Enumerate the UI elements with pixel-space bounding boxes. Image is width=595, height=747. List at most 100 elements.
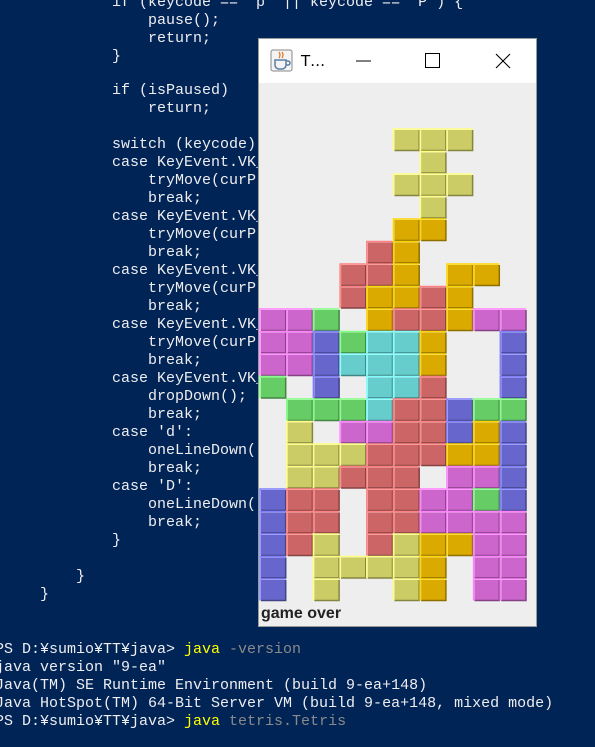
block-shadow — [314, 467, 340, 489]
block — [394, 580, 420, 601]
block-shadow — [474, 535, 501, 557]
block-shadow — [394, 175, 420, 197]
block-highlight — [366, 465, 393, 488]
close-button[interactable] — [495, 53, 511, 69]
code-line: tryMove(curP — [4, 280, 257, 297]
block-shadow — [367, 535, 394, 557]
code-line: break; — [4, 298, 203, 315]
block-highlight — [392, 533, 420, 556]
code-line: break; — [4, 406, 203, 423]
block-highlight — [392, 398, 420, 421]
block-highlight — [312, 578, 340, 601]
code-line: switch (keycode) — [4, 136, 257, 153]
block-shadow — [261, 580, 287, 602]
block — [367, 557, 393, 578]
block-highlight — [285, 398, 313, 421]
block-highlight — [472, 533, 500, 556]
block — [394, 175, 420, 196]
block — [394, 557, 420, 578]
block-highlight — [419, 150, 446, 173]
code-line: tryMove(curP — [4, 172, 257, 189]
block — [287, 512, 313, 533]
block-shadow — [367, 242, 394, 264]
block — [341, 557, 366, 578]
block-highlight — [392, 353, 420, 376]
block — [474, 445, 500, 466]
block-highlight — [472, 555, 500, 578]
block-shadow — [447, 445, 474, 467]
block-highlight — [499, 578, 526, 601]
block-shadow — [367, 467, 394, 489]
block — [501, 310, 526, 331]
block-highlight — [392, 488, 420, 511]
block-shadow — [501, 580, 527, 602]
command: java — [184, 713, 221, 730]
block-shadow — [447, 490, 474, 512]
block-shadow — [501, 332, 527, 354]
block — [501, 557, 526, 578]
block — [447, 287, 473, 308]
block-highlight — [285, 353, 313, 376]
block — [447, 175, 473, 196]
code-line: case KeyEvent.VK_ — [4, 262, 266, 279]
block-highlight — [312, 375, 340, 398]
block-shadow — [474, 580, 501, 602]
block-highlight — [392, 173, 420, 196]
block-shadow — [421, 332, 447, 354]
block-highlight — [419, 488, 446, 511]
block-highlight — [259, 555, 286, 578]
block-highlight — [499, 375, 526, 398]
block-highlight — [446, 173, 473, 196]
block — [394, 445, 420, 466]
block-highlight — [419, 510, 446, 533]
block-shadow — [314, 355, 340, 377]
block — [287, 422, 313, 443]
block-shadow — [394, 557, 420, 579]
block-shadow — [474, 467, 501, 489]
block — [341, 422, 366, 443]
block — [501, 535, 526, 556]
block — [314, 557, 340, 578]
block-shadow — [341, 287, 367, 309]
block — [261, 310, 286, 331]
block-shadow — [394, 220, 420, 242]
block-highlight — [419, 533, 446, 556]
block — [421, 152, 446, 173]
block — [447, 422, 473, 443]
block-highlight — [366, 443, 393, 466]
block-shadow — [421, 310, 447, 332]
block-highlight — [312, 555, 340, 578]
code-line: case 'd': — [4, 424, 194, 441]
title-bar-icons — [270, 49, 511, 72]
block-highlight — [285, 510, 313, 533]
block-shadow — [287, 422, 314, 444]
block-shadow — [394, 535, 420, 557]
block-highlight — [472, 398, 500, 421]
block-highlight — [446, 465, 473, 488]
block-highlight — [446, 533, 473, 556]
maximize-button[interactable] — [425, 53, 440, 68]
block-highlight — [499, 465, 526, 488]
block-shadow — [367, 287, 394, 309]
block-highlight — [446, 443, 473, 466]
block-shadow — [421, 490, 447, 512]
block — [421, 512, 446, 533]
block — [341, 355, 366, 376]
block-shadow — [421, 130, 447, 152]
block — [394, 310, 420, 331]
block-highlight — [312, 465, 340, 488]
block-shadow — [474, 400, 501, 422]
block-shadow — [314, 377, 340, 399]
tetris-window: T… game over — [258, 38, 537, 627]
block — [261, 535, 286, 556]
block — [394, 220, 420, 241]
block — [501, 467, 526, 488]
block-highlight — [472, 443, 500, 466]
block-highlight — [419, 420, 446, 443]
code-line: break; — [4, 190, 203, 207]
block-shadow — [261, 377, 287, 399]
block-shadow — [474, 422, 501, 444]
block-shadow — [447, 535, 474, 557]
block-shadow — [474, 557, 501, 579]
block — [421, 445, 446, 466]
